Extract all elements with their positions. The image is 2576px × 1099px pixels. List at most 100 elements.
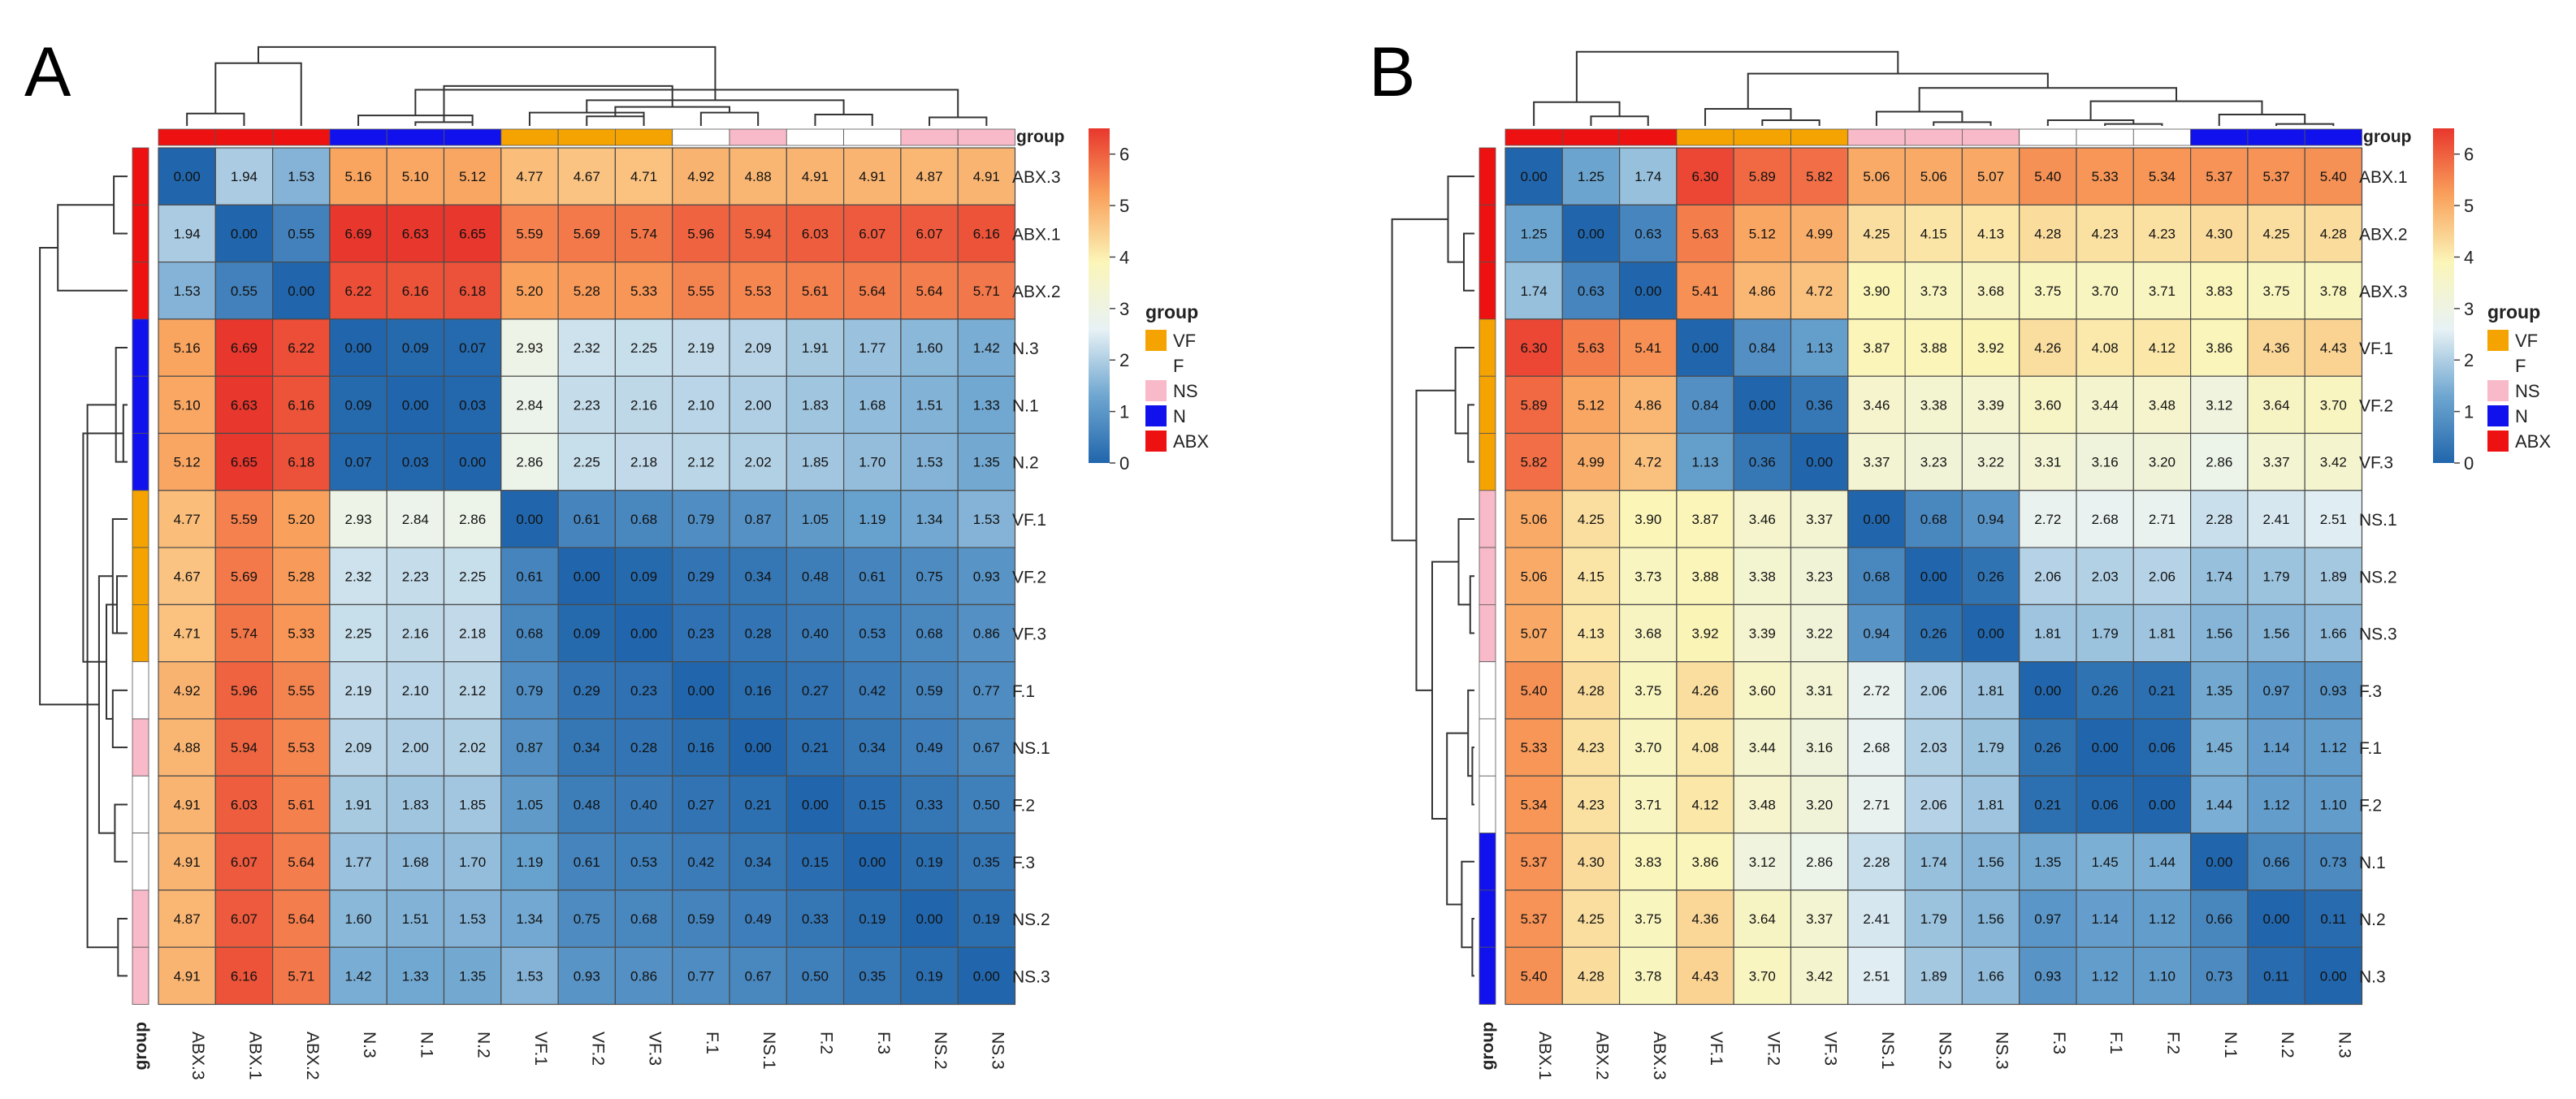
cell-value-a-r11-c0: 4.91 <box>174 797 201 812</box>
cell-value-a-r3-c12: 1.77 <box>859 340 885 356</box>
row-label-b-VF.2: VF.2 <box>2359 396 2393 415</box>
heatmap-cell-b-ABX.1-NS.1 <box>1847 147 1906 206</box>
heatmap-cell-b-VF.2-F.1 <box>2076 375 2134 435</box>
cell-value-a-r14-c11: 0.50 <box>802 968 829 984</box>
cell-value-a-r1-c12: 6.07 <box>859 226 885 241</box>
legend-label-b-vf: VF <box>2515 331 2538 351</box>
group-bar-top-a-ABX.1 <box>214 128 273 146</box>
cell-value-b-r8-c4: 3.39 <box>1749 626 1776 642</box>
cell-value-a-r14-c10: 0.67 <box>745 968 772 984</box>
heatmap-cell-a-NS.3-N.2 <box>443 946 502 1006</box>
heatmap-cell-a-NS.1-F.1 <box>672 718 730 777</box>
group-bar-left-b-N.1 <box>1478 833 1496 891</box>
heatmap-cell-b-ABX.1-F.1 <box>2076 147 2134 206</box>
heatmap-cell-b-N.3-VF.1 <box>1676 946 1734 1006</box>
cell-value-a-r0-c13: 4.87 <box>916 169 943 184</box>
heatmap-cell-a-N.1-NS.3 <box>957 375 1016 435</box>
row-label-a-F.1: F.1 <box>1012 682 1035 701</box>
heatmap-cell-a-NS.2-ABX.2 <box>272 889 331 948</box>
heatmap-cell-b-VF.3-VF.3 <box>1790 432 1849 491</box>
heatmap-cell-b-VF.2-N.3 <box>2304 375 2363 435</box>
dendrogram-top-a <box>186 45 988 126</box>
cell-value-a-r9-c4: 2.10 <box>402 683 429 699</box>
heatmap-cell-b-N.2-F.1 <box>2076 889 2134 948</box>
cell-value-b-r6-c13: 2.41 <box>2263 512 2290 527</box>
cell-value-b-r9-c14: 0.93 <box>2320 683 2347 699</box>
cell-value-b-r0-c0: 0.00 <box>1521 169 1548 184</box>
cell-value-b-r4-c4: 0.00 <box>1749 397 1776 413</box>
cell-value-b-r14-c14: 0.00 <box>2320 968 2347 984</box>
heatmap-cell-a-NS.3-N.3 <box>329 946 387 1006</box>
cell-value-a-r3-c1: 6.69 <box>231 340 258 356</box>
cell-value-a-r7-c9: 0.29 <box>687 569 714 584</box>
cell-value-a-r6-c9: 0.79 <box>687 512 714 527</box>
cell-value-a-r13-c10: 0.49 <box>745 911 772 927</box>
cell-value-b-r12-c4: 3.12 <box>1749 855 1776 870</box>
heatmap-cell-b-ABX.2-N.2 <box>2247 204 2305 263</box>
group-bar-left-b-VF.2 <box>1478 375 1496 434</box>
heatmap-cell-b-VF.2-F.3 <box>2019 375 2077 435</box>
heatmap-cell-b-F.2-F.2 <box>2132 775 2192 834</box>
heatmap-cell-a-F.3-VF.2 <box>557 832 616 891</box>
heatmap-cell-b-N.1-NS.3 <box>1961 832 2020 891</box>
cell-value-b-r2-c7: 3.73 <box>1920 283 1947 299</box>
legend-label-a-f: F <box>1173 356 1184 376</box>
cell-value-b-r14-c9: 0.93 <box>2034 968 2061 984</box>
group-bar-left-a-ABX.2 <box>132 262 149 320</box>
cell-value-b-r9-c3: 4.26 <box>1692 683 1719 699</box>
cell-value-b-r7-c3: 3.88 <box>1692 569 1719 584</box>
heatmap-cell-a-N.3-N.2 <box>443 318 502 377</box>
cell-value-a-r6-c11: 1.05 <box>802 512 829 527</box>
heatmap-cell-b-N.3-VF.3 <box>1790 946 1849 1006</box>
cell-value-b-r0-c14: 5.40 <box>2320 169 2347 184</box>
heatmap-cell-b-VF.3-NS.3 <box>1961 432 2020 491</box>
cell-value-a-r3-c3: 0.00 <box>345 340 372 356</box>
cell-value-b-r10-c5: 3.16 <box>1806 740 1833 755</box>
panel-label-b: B <box>1369 33 1415 111</box>
cell-value-a-r11-c3: 1.91 <box>345 797 372 812</box>
heatmap-cell-a-VF.2-N.2 <box>443 547 502 605</box>
heatmap-cell-a-NS.3-F.2 <box>786 946 845 1006</box>
cell-value-a-r11-c4: 1.83 <box>402 797 429 812</box>
heatmap-cell-b-N.2-VF.2 <box>1733 889 1792 948</box>
colorbar-tick-label-b-5: 5 <box>2464 196 2474 216</box>
dendrogram-left-b <box>1391 175 1474 977</box>
row-label-a-NS.2: NS.2 <box>1012 911 1050 929</box>
cell-value-a-r12-c13: 0.19 <box>916 855 943 870</box>
cell-value-b-r13-c10: 1.14 <box>2092 911 2119 927</box>
cell-value-b-r6-c4: 3.46 <box>1749 512 1776 527</box>
cell-value-b-r11-c12: 1.44 <box>2206 797 2232 812</box>
row-label-b-ABX.1: ABX.1 <box>2359 168 2408 187</box>
cell-value-b-r12-c6: 2.28 <box>1863 855 1890 870</box>
heatmap-cell-a-ABX.3-ABX.2 <box>272 147 331 206</box>
group-bar-top-b-N.1 <box>2190 128 2249 146</box>
cell-value-a-r1-c4: 6.63 <box>402 226 429 241</box>
heatmap-cell-b-ABX.2-ABX.2 <box>1561 204 1621 263</box>
col-label-b-ABX.2: ABX.2 <box>1592 1032 1611 1080</box>
heatmap-cell-a-F.1-F.2 <box>786 661 845 720</box>
cell-value-b-r3-c0: 6.30 <box>1521 340 1548 356</box>
group-bar-left-a-NS.1 <box>132 718 149 777</box>
cell-value-b-r4-c13: 3.64 <box>2263 397 2290 413</box>
cell-value-a-r7-c10: 0.34 <box>745 569 772 584</box>
cell-value-b-r7-c4: 3.38 <box>1749 569 1776 584</box>
heatmap-cell-b-F.3-ABX.2 <box>1561 661 1621 720</box>
group-bar-top-b-F.1 <box>2076 128 2134 146</box>
cell-value-a-r3-c5: 0.07 <box>459 340 486 356</box>
heatmap-cell-a-F.1-N.2 <box>443 661 502 720</box>
cell-value-b-r8-c8: 0.00 <box>1977 626 2004 642</box>
row-label-a-NS.1: NS.1 <box>1012 739 1050 758</box>
cell-value-a-r3-c13: 1.60 <box>916 340 943 356</box>
cell-value-a-r9-c10: 0.16 <box>745 683 772 699</box>
cell-value-a-r8-c8: 0.00 <box>630 626 657 642</box>
heatmap-cell-a-NS.1-ABX.2 <box>272 718 331 777</box>
colorbar-tick-label-a-1: 1 <box>1119 402 1129 422</box>
cell-value-b-r6-c7: 0.68 <box>1920 512 1947 527</box>
group-bar-left-a-F.3 <box>132 833 149 891</box>
cell-value-a-r0-c9: 4.92 <box>687 169 714 184</box>
legend-title-a: group <box>1145 301 1198 322</box>
cell-value-b-r4-c9: 3.60 <box>2034 397 2061 413</box>
col-label-a-F.1: F.1 <box>703 1032 721 1054</box>
cell-value-b-r11-c1: 4.23 <box>1578 797 1604 812</box>
cell-value-a-r14-c12: 0.35 <box>859 968 885 984</box>
